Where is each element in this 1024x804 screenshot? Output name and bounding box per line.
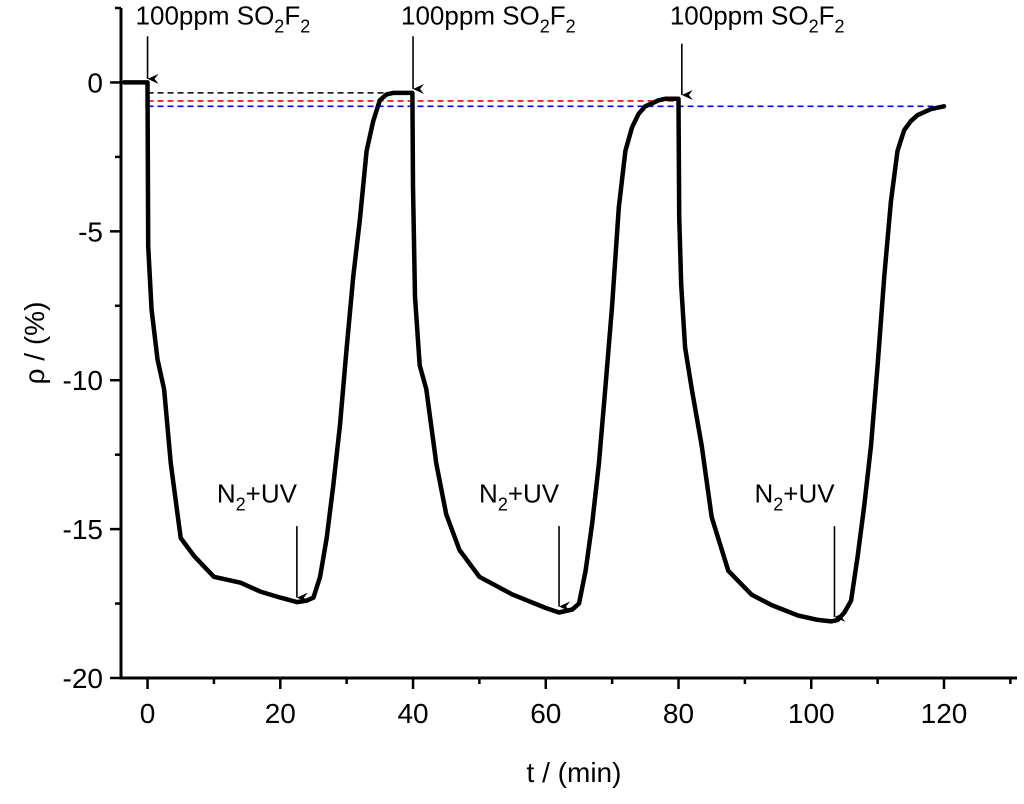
x-tick-label: 100 xyxy=(788,698,835,729)
series-layer xyxy=(122,80,947,624)
annotation-mid: +UV xyxy=(246,478,298,508)
x-tick-label: 0 xyxy=(140,698,156,729)
annotation-sub1: 2 xyxy=(274,16,284,36)
annotation-prefix: N xyxy=(217,478,236,508)
y-tick-label: -15 xyxy=(63,514,103,545)
annotation-so2f2-3: 100ppm SO2F2 xyxy=(670,0,845,36)
y-axis-label: ρ / (%) xyxy=(19,302,50,385)
annotation-sub2: 2 xyxy=(834,16,844,36)
reference-lines xyxy=(147,92,944,108)
y-tick-label: -10 xyxy=(63,365,103,396)
annotation-mid: F xyxy=(284,0,300,30)
annotation-so2f2-2: 100ppm SO2F2 xyxy=(401,0,576,36)
annotation-prefix: 100ppm SO xyxy=(136,0,275,30)
x-tick-label: 80 xyxy=(663,698,694,729)
annotation-prefix: N xyxy=(479,478,498,508)
annotation-mid: F xyxy=(819,0,835,30)
annotation-sub1: 2 xyxy=(236,494,246,514)
annotation-so2f2-1: 100ppm SO2F2 xyxy=(136,0,311,36)
annotation-mid: F xyxy=(550,0,566,30)
y-tick-label: -20 xyxy=(63,663,103,694)
x-tick-label: 40 xyxy=(397,698,428,729)
x-tick-label: 20 xyxy=(265,698,296,729)
annotation-n2uv-2: N2+UV xyxy=(479,478,560,514)
annotation-prefix: 100ppm SO xyxy=(401,0,540,30)
axes xyxy=(119,8,1017,680)
y-ticks: 0 -5 -10 -15 -20 xyxy=(63,6,121,694)
x-axis-label: t / (min) xyxy=(527,757,622,788)
y-tick-label: -5 xyxy=(78,216,103,247)
x-tick-label: 120 xyxy=(921,698,968,729)
annotation-mid: +UV xyxy=(508,478,560,508)
annotation-sub2: 2 xyxy=(300,16,310,36)
annotation-prefix: 100ppm SO xyxy=(670,0,809,30)
annotation-sub1: 2 xyxy=(809,16,819,36)
annotation-mid: +UV xyxy=(783,478,835,508)
annotation-sub1: 2 xyxy=(498,494,508,514)
annotation-n2uv-3: N2+UV xyxy=(754,478,835,514)
x-ticks: 0 20 40 60 80 100 120 xyxy=(140,678,1012,729)
y-tick-label: 0 xyxy=(87,67,103,98)
annotation-n2uv-1: N2+UV xyxy=(217,478,298,514)
series-line-response xyxy=(122,80,947,624)
annotation-sub1: 2 xyxy=(540,16,550,36)
annotation-sub2: 2 xyxy=(566,16,576,36)
annotation-sub1: 2 xyxy=(773,494,783,514)
annotation-prefix: N xyxy=(754,478,773,508)
annotations: 100ppm SO2F2 100ppm SO2F2 100ppm SO2F2N2+U… xyxy=(136,0,846,622)
x-tick-label: 60 xyxy=(530,698,561,729)
